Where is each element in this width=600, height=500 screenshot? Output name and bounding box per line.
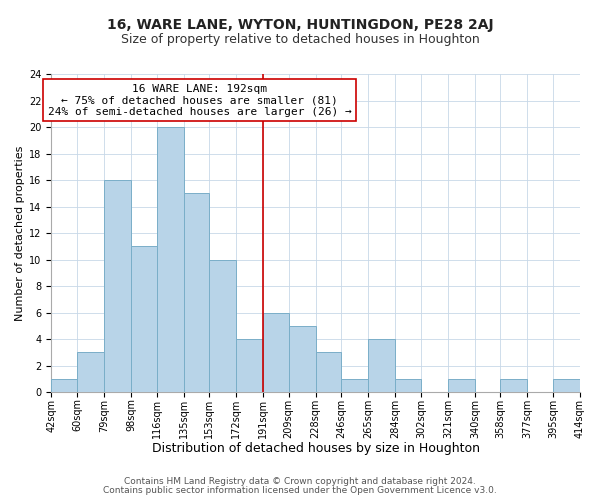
Bar [184, 194, 209, 392]
Bar [368, 339, 395, 392]
Y-axis label: Number of detached properties: Number of detached properties [15, 146, 25, 321]
Bar [236, 339, 263, 392]
Bar [209, 260, 236, 392]
Bar [263, 312, 289, 392]
Text: 16, WARE LANE, WYTON, HUNTINGDON, PE28 2AJ: 16, WARE LANE, WYTON, HUNTINGDON, PE28 2… [107, 18, 493, 32]
Bar [395, 379, 421, 392]
Text: Contains public sector information licensed under the Open Government Licence v3: Contains public sector information licen… [103, 486, 497, 495]
Text: 16 WARE LANE: 192sqm
← 75% of detached houses are smaller (81)
24% of semi-detac: 16 WARE LANE: 192sqm ← 75% of detached h… [47, 84, 351, 116]
Bar [289, 326, 316, 392]
Bar [448, 379, 475, 392]
X-axis label: Distribution of detached houses by size in Houghton: Distribution of detached houses by size … [152, 442, 479, 455]
Bar [77, 352, 104, 392]
Bar [52, 379, 77, 392]
Bar [500, 379, 527, 392]
Bar [316, 352, 341, 392]
Bar [131, 246, 157, 392]
Bar [341, 379, 368, 392]
Text: Contains HM Land Registry data © Crown copyright and database right 2024.: Contains HM Land Registry data © Crown c… [124, 477, 476, 486]
Bar [553, 379, 580, 392]
Text: Size of property relative to detached houses in Houghton: Size of property relative to detached ho… [121, 32, 479, 46]
Bar [104, 180, 131, 392]
Bar [157, 127, 184, 392]
